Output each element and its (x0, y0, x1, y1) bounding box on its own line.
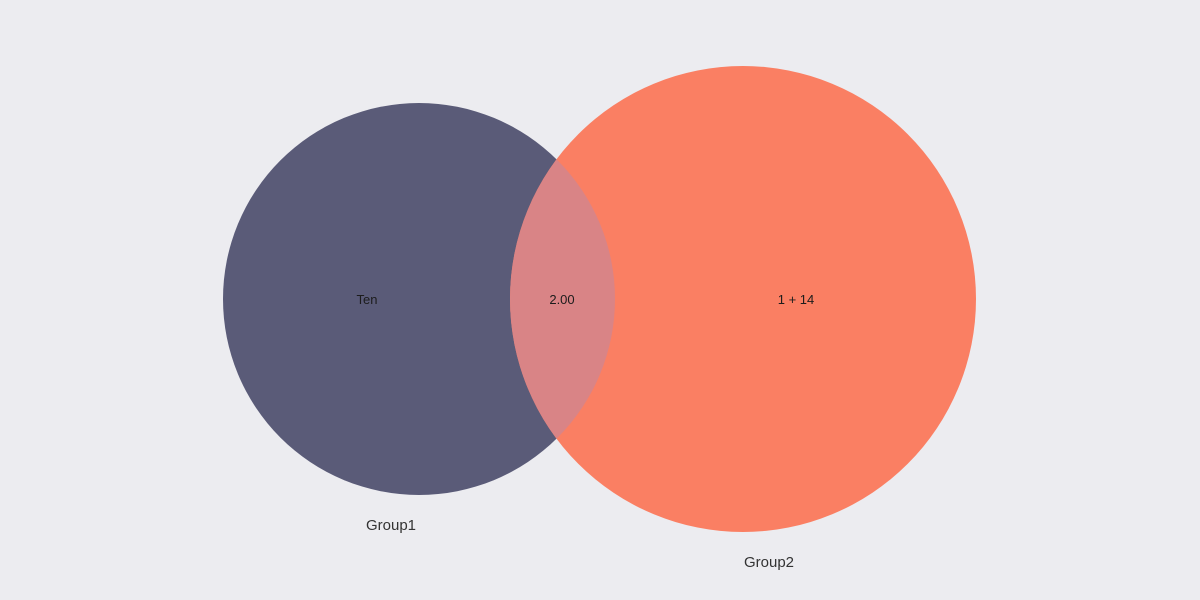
group2-only-label: 1 + 14 (778, 292, 815, 307)
intersection-label: 2.00 (549, 292, 574, 307)
group2-name-label: Group2 (744, 554, 794, 571)
group2-circle (510, 66, 976, 532)
group1-name-label: Group1 (366, 517, 416, 534)
group1-circle (223, 103, 615, 495)
group1-only-label: Ten (357, 292, 378, 307)
